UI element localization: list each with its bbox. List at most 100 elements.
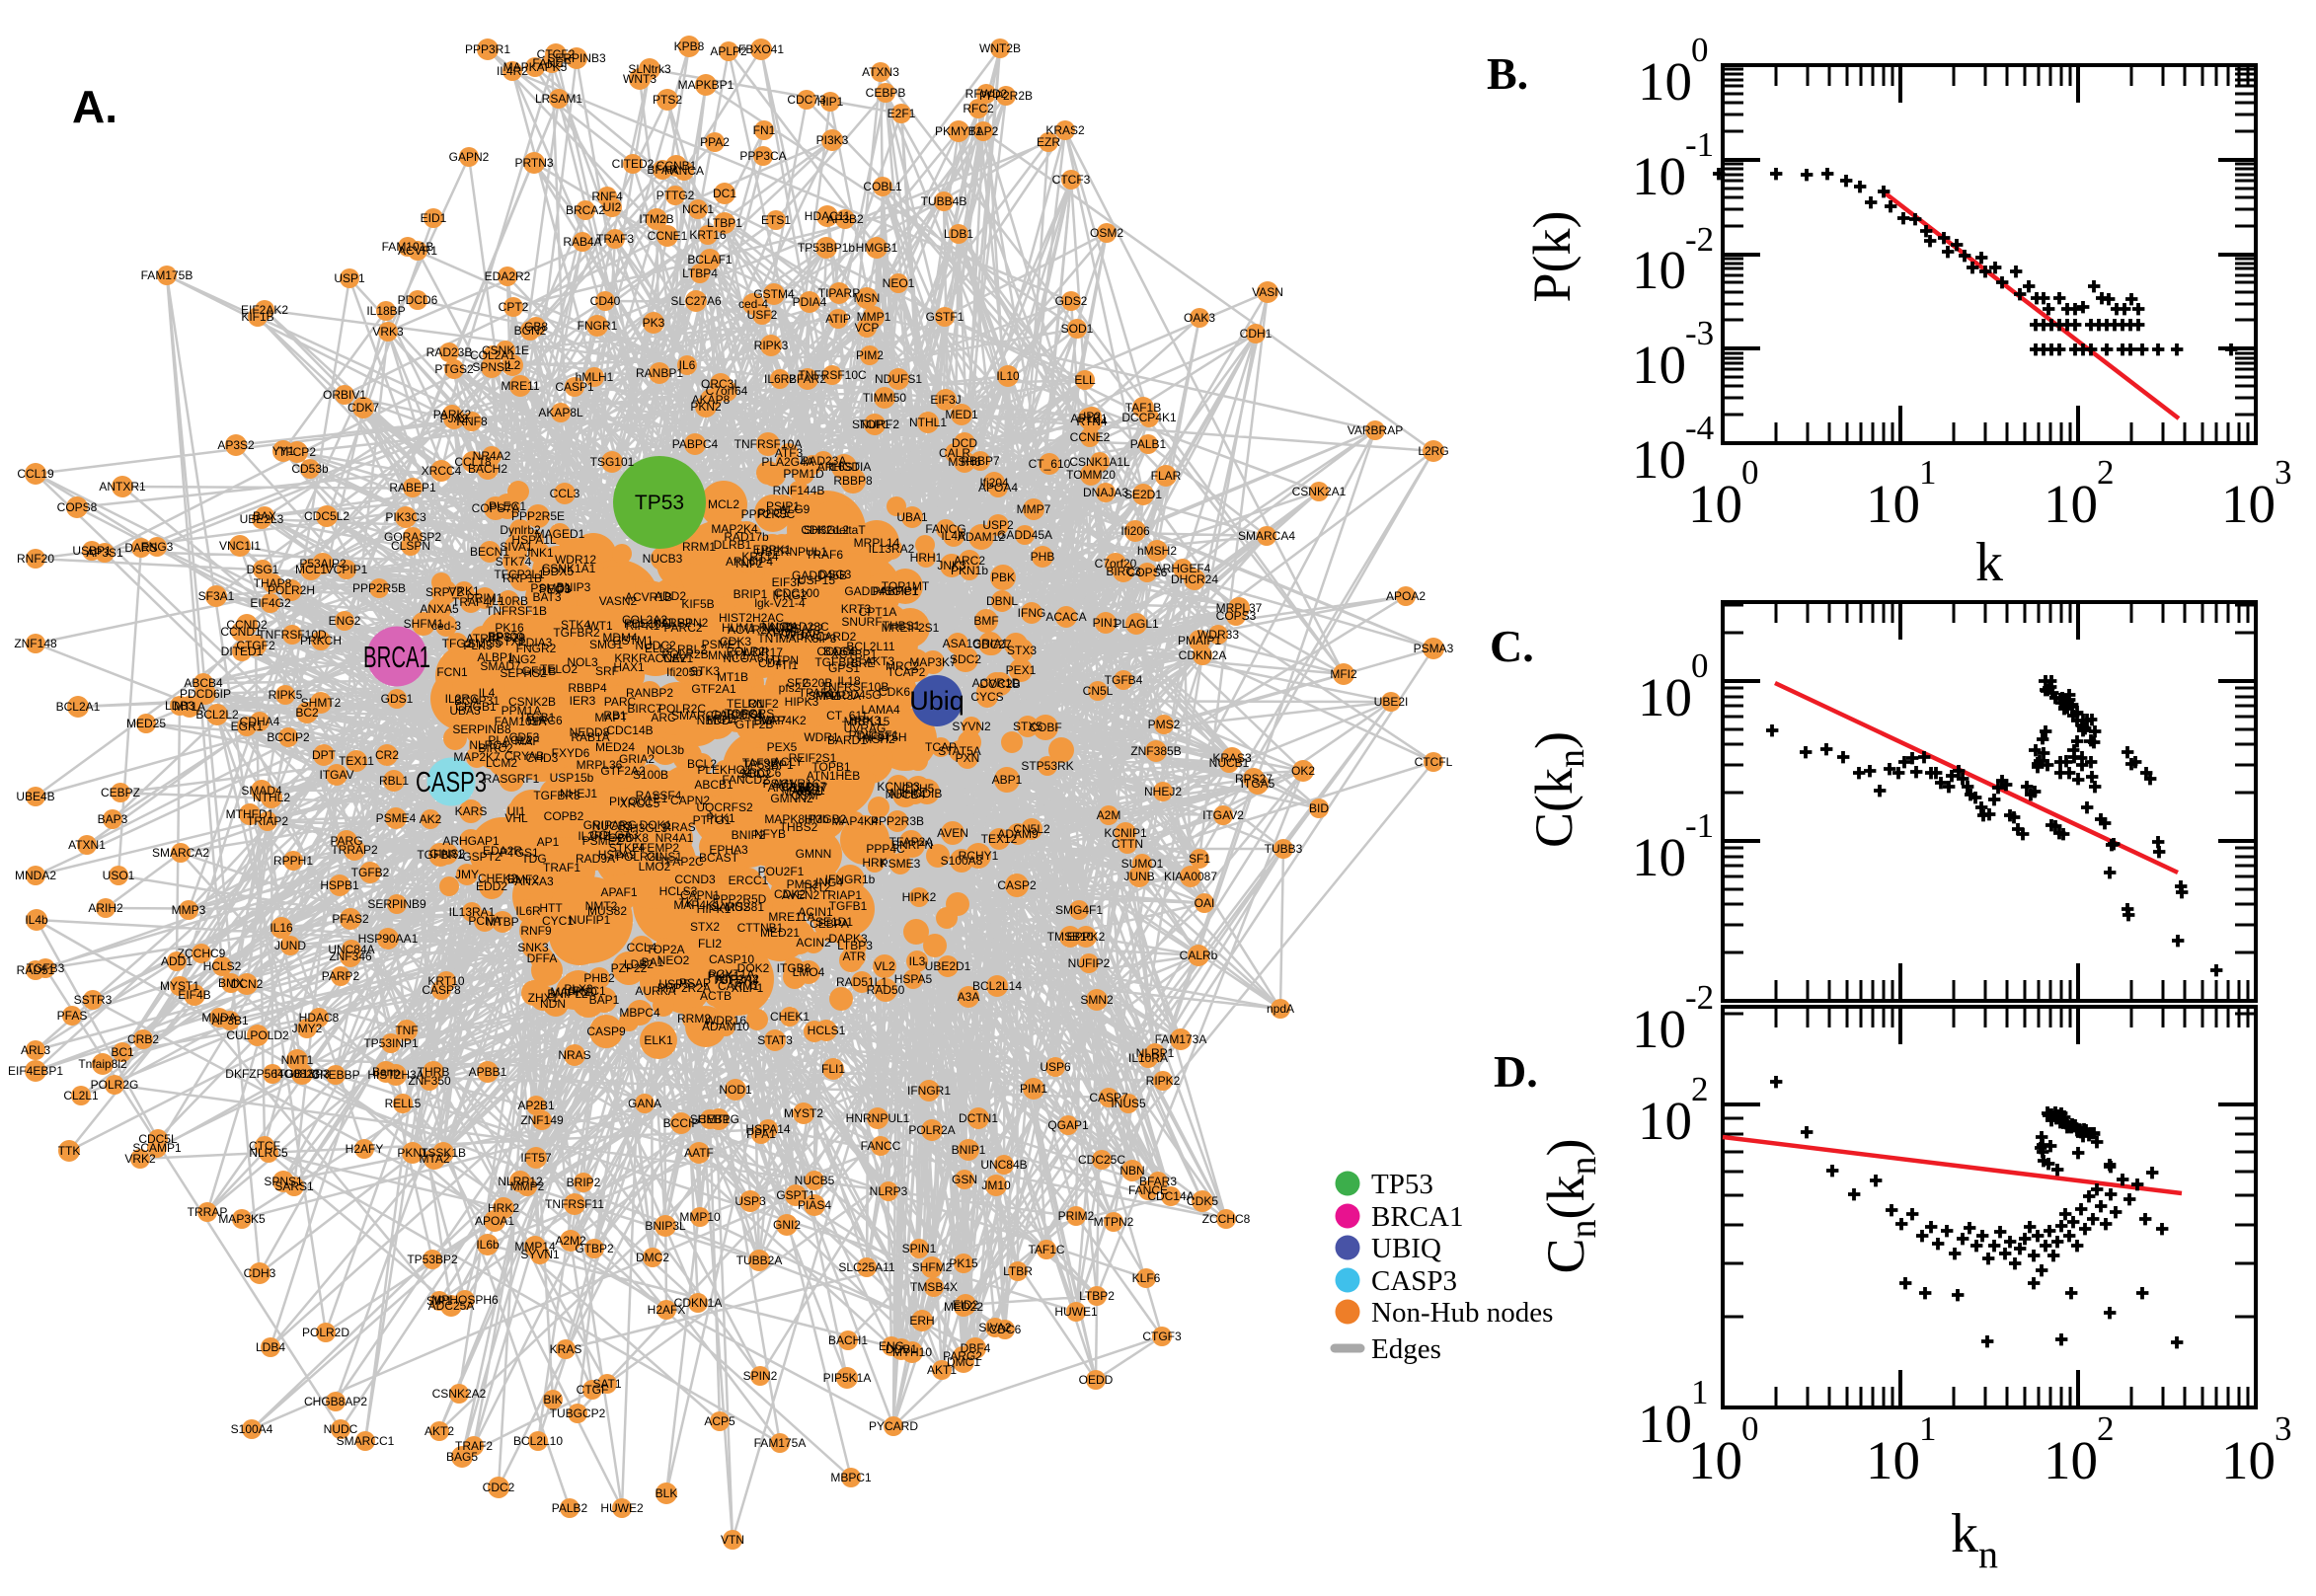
- svg-text:HSPA14: HSPA14: [745, 1122, 790, 1136]
- svg-text:CYC1: CYC1: [542, 914, 574, 928]
- svg-text:CT_610: CT_610: [1029, 457, 1071, 471]
- svg-text:IL4b: IL4b: [25, 913, 48, 927]
- svg-text:UBE2I: UBE2I: [1374, 695, 1409, 709]
- svg-text:FANCE: FANCE: [1128, 1183, 1168, 1197]
- svg-text:GADD45G: GADD45G: [824, 688, 881, 702]
- svg-text:LTBR: LTBR: [1003, 1264, 1033, 1278]
- svg-text:PTTG2: PTTG2: [656, 189, 695, 202]
- svg-text:ACP5: ACP5: [704, 1414, 735, 1428]
- svg-text:10: 10: [1632, 999, 1686, 1059]
- svg-text:NDUFS1: NDUFS1: [875, 372, 922, 386]
- svg-text:ACIN2: ACIN2: [796, 936, 831, 950]
- svg-text:ZNF346: ZNF346: [329, 950, 372, 963]
- svg-text:CDH1: CDH1: [1240, 327, 1273, 341]
- svg-text:AVEN2: AVEN2: [782, 888, 820, 902]
- svg-text:FANCC: FANCC: [861, 1139, 901, 1153]
- svg-text:CDK5: CDK5: [1187, 1194, 1218, 1208]
- svg-text:PPP2R5C: PPP2R5C: [741, 507, 796, 521]
- svg-text:PPP2R3B: PPP2R3B: [871, 814, 924, 828]
- svg-text:USP6: USP6: [1040, 1060, 1071, 1074]
- svg-text:10: 10: [1638, 51, 1692, 112]
- svg-text:IFNG: IFNG: [1018, 606, 1046, 620]
- svg-text:STX2: STX2: [690, 920, 720, 934]
- svg-text:CASP3: CASP3: [416, 767, 487, 798]
- svg-text:Ifi205b: Ifi205b: [666, 665, 702, 679]
- svg-text:USP1: USP1: [334, 271, 365, 285]
- svg-text:CCNB1: CCNB1: [656, 159, 697, 173]
- svg-text:KRAS: KRAS: [550, 1342, 582, 1356]
- svg-text:ACVR1B: ACVR1B: [625, 590, 672, 604]
- svg-text:PFAS2: PFAS2: [332, 912, 369, 926]
- svg-text:EPPK2: EPPK2: [1067, 930, 1106, 944]
- svg-text:APOA1: APOA1: [475, 1214, 514, 1228]
- svg-text:RBBP4: RBBP4: [568, 681, 607, 695]
- svg-text:STX3: STX3: [1007, 644, 1037, 657]
- svg-text:GMNN: GMNN: [796, 847, 832, 861]
- svg-text:MYST2: MYST2: [784, 1106, 823, 1120]
- svg-text:0: 0: [1691, 31, 1709, 69]
- svg-text:MED22: MED22: [944, 1300, 983, 1314]
- svg-text:PABPC4: PABPC4: [672, 437, 719, 451]
- svg-text:CTGF2: CTGF2: [236, 639, 275, 652]
- svg-text:COPS3: COPS3: [1216, 609, 1257, 623]
- svg-text:CULPOLD2: CULPOLD2: [226, 1028, 289, 1042]
- svg-text:PALB1: PALB1: [1130, 437, 1167, 451]
- svg-text:CASP8: CASP8: [422, 983, 461, 997]
- svg-text:10: 10: [2044, 474, 2098, 534]
- svg-text:UNC84B: UNC84B: [980, 1158, 1027, 1172]
- svg-text:PRIM2: PRIM2: [1058, 1209, 1095, 1223]
- svg-text:AP3B1: AP3B1: [211, 1014, 249, 1027]
- svg-text:GNI2: GNI2: [773, 1218, 801, 1232]
- svg-text:FN1: FN1: [753, 123, 776, 137]
- svg-text:PRTN3: PRTN3: [514, 156, 553, 170]
- svg-text:E2F1: E2F1: [888, 107, 916, 120]
- svg-text:PHB: PHB: [1031, 550, 1055, 564]
- svg-text:NFYB: NFYB: [754, 827, 786, 841]
- svg-text:GSTF1: GSTF1: [926, 310, 965, 324]
- svg-text:SYVN2: SYVN2: [952, 720, 991, 733]
- svg-text:SE2D1: SE2D1: [1124, 488, 1162, 501]
- svg-text:BCCIP2: BCCIP2: [267, 730, 310, 744]
- svg-text:CCND1: CCND1: [220, 625, 262, 639]
- svg-text:MRE11A: MRE11A: [768, 910, 814, 924]
- svg-text:10: 10: [1632, 429, 1686, 490]
- svg-text:PLEKHO1: PLEKHO1: [697, 763, 752, 777]
- svg-text:NUCB3: NUCB3: [643, 552, 683, 566]
- svg-text:ARIH2: ARIH2: [88, 901, 123, 915]
- svg-text:SDC2: SDC2: [950, 652, 981, 666]
- svg-text:EDD2: EDD2: [476, 879, 507, 893]
- svg-text:BCL2L10: BCL2L10: [513, 1434, 563, 1448]
- svg-text:MAPK8IP3b: MAPK8IP3b: [764, 812, 829, 826]
- svg-text:PKN2: PKN2: [690, 400, 722, 414]
- svg-text:MBPC4: MBPC4: [619, 1006, 660, 1020]
- svg-text:FLAR: FLAR: [1151, 469, 1182, 483]
- svg-text:PTGS2: PTGS2: [434, 362, 474, 376]
- svg-text:NUFIP2: NUFIP2: [1068, 956, 1111, 970]
- svg-text:CASP9: CASP9: [586, 1025, 626, 1038]
- svg-text:PIM2: PIM2: [856, 348, 884, 362]
- svg-text:npdA: npdA: [1267, 1002, 1294, 1016]
- svg-text:RNF4: RNF4: [591, 190, 623, 203]
- svg-text:RAD9A: RAD9A: [576, 852, 615, 866]
- svg-text:ERCC1: ERCC1: [729, 874, 769, 887]
- svg-text:2: 2: [2097, 453, 2115, 492]
- svg-text:Ubiq: Ubiq: [909, 686, 965, 716]
- svg-text:PPP3CA: PPP3CA: [739, 149, 786, 163]
- svg-text:ASA1: ASA1: [943, 637, 973, 650]
- svg-text:ARHGAP1: ARHGAP1: [442, 834, 500, 848]
- svg-text:IL13RA1: IL13RA1: [449, 905, 496, 919]
- svg-text:KRAS2: KRAS2: [1045, 123, 1085, 137]
- svg-text:CHEK1: CHEK1: [770, 1010, 810, 1024]
- svg-text:IL3: IL3: [909, 954, 926, 968]
- svg-text:CYCS: CYCS: [970, 690, 1003, 704]
- svg-text:PPA2: PPA2: [700, 135, 730, 149]
- svg-text:ANXA5: ANXA5: [420, 602, 459, 616]
- svg-text:MUS81: MUS81: [725, 900, 764, 914]
- svg-text:BRE: BRE: [851, 656, 876, 670]
- svg-text:BAG5: BAG5: [446, 1450, 478, 1464]
- svg-text:HNRNPUL1: HNRNPUL1: [846, 1111, 910, 1125]
- svg-text:VTN: VTN: [721, 1533, 744, 1547]
- svg-text:RRM1: RRM1: [682, 540, 716, 554]
- svg-text:0: 0: [1691, 646, 1709, 685]
- svg-text:RIPK3: RIPK3: [754, 339, 789, 352]
